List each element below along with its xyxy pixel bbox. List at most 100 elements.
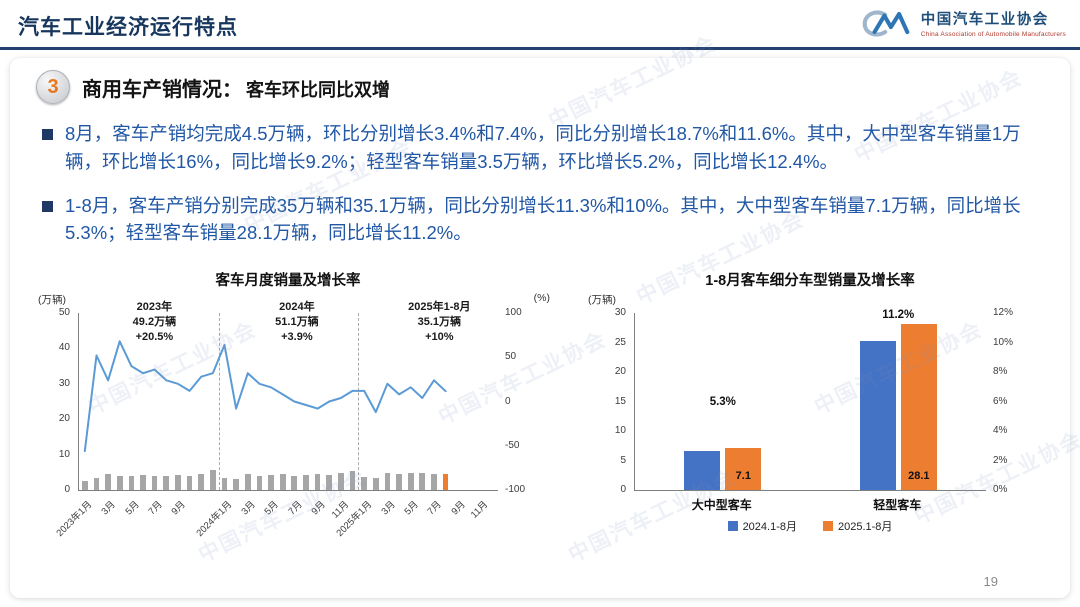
year-separator-line (218, 313, 220, 490)
secondary-y-axis-tick-label: 2% (993, 454, 1008, 466)
x-axis-tick-label: 9月 (169, 499, 188, 518)
logo-org-name-en: China Association of Automobile Manufact… (920, 31, 1066, 38)
section-number: 3 (47, 75, 59, 98)
secondary-y-axis-tick-label: 0% (993, 484, 1008, 495)
monthly-sales-bar (326, 474, 333, 490)
monthly-sales-bar (256, 475, 263, 490)
segment-sales-bar (725, 448, 762, 490)
x-axis-tick-label: 3月 (99, 499, 119, 518)
secondary-y-axis-tick-label: 12% (993, 307, 1014, 318)
y-axis-tick-label: 50 (58, 307, 70, 318)
monthly-sales-bar (431, 474, 437, 490)
monthly-sales-bar (151, 476, 158, 490)
chart-title: 1-8月客车细分车型销量及增长率 (705, 273, 915, 289)
monthly-sales-bar (442, 474, 449, 490)
section-title: 商用车产销情况： 客车环比同比双增 (82, 73, 390, 102)
y-axis-tick-label: 10 (614, 425, 626, 436)
x-axis-tick-label: 3月 (239, 499, 258, 518)
section-title-main: 商用车产销情况： (82, 78, 242, 101)
secondary-y-axis-tick-label: 4% (993, 425, 1008, 436)
monthly-sales-bar (221, 478, 228, 490)
y-axis-tick-label: 10 (58, 448, 70, 460)
y-axis-tick-label: 40 (58, 342, 70, 354)
growth-rate-label: 5.3% (709, 395, 736, 408)
segment-sales-bar (684, 450, 721, 490)
y-axis-tick-label: 15 (614, 395, 626, 407)
secondary-y-axis-tick-label: 50 (505, 351, 517, 363)
section-heading: 3 商用车产销情况： 客车环比同比双增 (36, 70, 1044, 104)
growth-rate-label: 11.2% (882, 308, 915, 321)
secondary-y-axis-tick-label: 8% (993, 366, 1008, 377)
growth-rate-line (83, 340, 447, 453)
header: 汽车工业经济运行特点 中国汽车工业协会 China Association of… (0, 0, 1080, 50)
monthly-sales-bar (314, 474, 321, 490)
monthly-sales-bar (372, 477, 379, 490)
charts-row: 客车月度销量及增长率 (万辆) (%) 0 10 20 30 40 50 2023年 49.… (36, 263, 1044, 539)
monthly-sales-bar (93, 478, 100, 490)
chart-title: 客车月度销量及增长率 (215, 273, 361, 289)
category-label: 大中型客车 (691, 498, 752, 512)
caam-logo: 中国汽车工业协会 China Association of Automobile… (859, 7, 1066, 39)
right-axis-ticks: 100 50 0 -50 -100 (502, 307, 550, 495)
monthly-sales-bar (116, 475, 123, 490)
x-axis-tick-label: 2024年1月 (194, 499, 235, 540)
left-axis-unit-label: (万辆) (588, 294, 616, 306)
bar-value-label: 7.1 (735, 470, 751, 482)
x-axis-tick-label: 7月 (425, 499, 444, 518)
legend-label: 2025.1-8月 (838, 521, 893, 533)
y-axis-tick-label: 0 (620, 484, 626, 495)
content-card: 3 商用车产销情况： 客车环比同比双增 8月，客车产销均完成4.5万辆，环比分别… (10, 58, 1070, 598)
monthly-sales-bar (105, 473, 111, 490)
secondary-y-axis-tick-label: 10% (993, 336, 1014, 348)
bullet-item-2: 1-8月，客车产销分别完成35万辆和35.1万辆，同比分别增长11.3%和10%… (42, 192, 1044, 248)
bullet-list: 8月，客车产销均完成4.5万辆，环比分别增长3.4%和7.4%，同比分别增长18… (36, 120, 1044, 247)
section-title-sub: 客车环比同比双增 (246, 79, 390, 100)
chart-legend: 2024.1-8月 2025.1-8月 (634, 518, 986, 534)
y-axis-tick-label: 5 (620, 454, 626, 466)
monthly-sales-bar (163, 475, 170, 490)
left-axis-unit-label: (万辆) (38, 294, 66, 306)
caam-logo-icon (862, 10, 910, 37)
monthly-sales-bar (198, 473, 205, 490)
monthly-chart-plot-area: 2023年 49.2万辆 +20.5% 2024年 51.1万辆 +3.9% 2025年1-… (78, 301, 498, 491)
x-axis-tick-label: 3月 (379, 499, 398, 518)
secondary-y-axis-tick-label: 6% (993, 395, 1008, 407)
x-axis-tick-label: 9月 (448, 499, 468, 518)
right-axis-ticks: 12% 10% 8% 6% 4% 2% 0% (990, 307, 1034, 495)
monthly-sales-bar (303, 475, 309, 490)
y-axis-tick-label: 30 (614, 307, 626, 318)
bullet-item-1: 8月，客车产销均完成4.5万辆，环比分别增长3.4%和7.4%，同比分别增长18… (42, 120, 1044, 176)
monthly-sales-bar (338, 473, 344, 490)
monthly-sales-bar (268, 474, 274, 490)
monthly-sales-bar (279, 474, 286, 490)
page-title: 汽车工业经济运行特点 (18, 16, 238, 39)
secondary-y-axis-tick-label: -100 (505, 484, 526, 495)
y-axis-tick-label: 20 (614, 366, 626, 377)
secondary-y-axis-tick-label: 0 (505, 395, 511, 407)
chart-segment-bus-sales: 1-8月客车细分车型销量及增长率 (万辆) 0 5 10 15 20 25 30 7.1 5.… (586, 263, 1044, 535)
monthly-sales-bar (186, 475, 193, 490)
segment-chart-plot-area: 7.1 5.3% 28.1 11.2% (634, 309, 986, 491)
monthly-sales-bar (175, 475, 181, 490)
y-axis-tick-label: 20 (58, 413, 70, 425)
chart-monthly-bus-sales: 客车月度销量及增长率 (万辆) (%) 0 10 20 30 40 50 2023年 49.… (36, 263, 552, 539)
secondary-y-axis-tick-label: 100 (505, 307, 522, 318)
logo-org-name: 中国汽车工业协会 (920, 12, 1049, 28)
y-axis-tick-label: 30 (58, 377, 70, 389)
monthly-sales-bar (128, 475, 135, 490)
monthly-sales-bar (209, 469, 216, 490)
segment-sales-bar (900, 324, 937, 490)
monthly-sales-bar (384, 473, 391, 490)
x-axis-tick-label: 9月 (309, 499, 328, 518)
page-number: 19 (983, 574, 998, 589)
legend-swatch-icon (727, 521, 738, 531)
chart-annotation: 2025年1-8月 35.1万辆 +10% (408, 301, 471, 343)
monthly-sales-bar (349, 470, 356, 490)
y-axis-tick-label: 25 (614, 336, 626, 348)
x-axis-tick-label: 5月 (262, 499, 281, 518)
category-labels: 大中型客车 轻型客车 (634, 496, 986, 514)
y-axis-tick-label: 0 (64, 484, 70, 495)
secondary-y-axis-tick-label: -50 (505, 439, 520, 451)
category-label: 轻型客车 (873, 498, 922, 512)
